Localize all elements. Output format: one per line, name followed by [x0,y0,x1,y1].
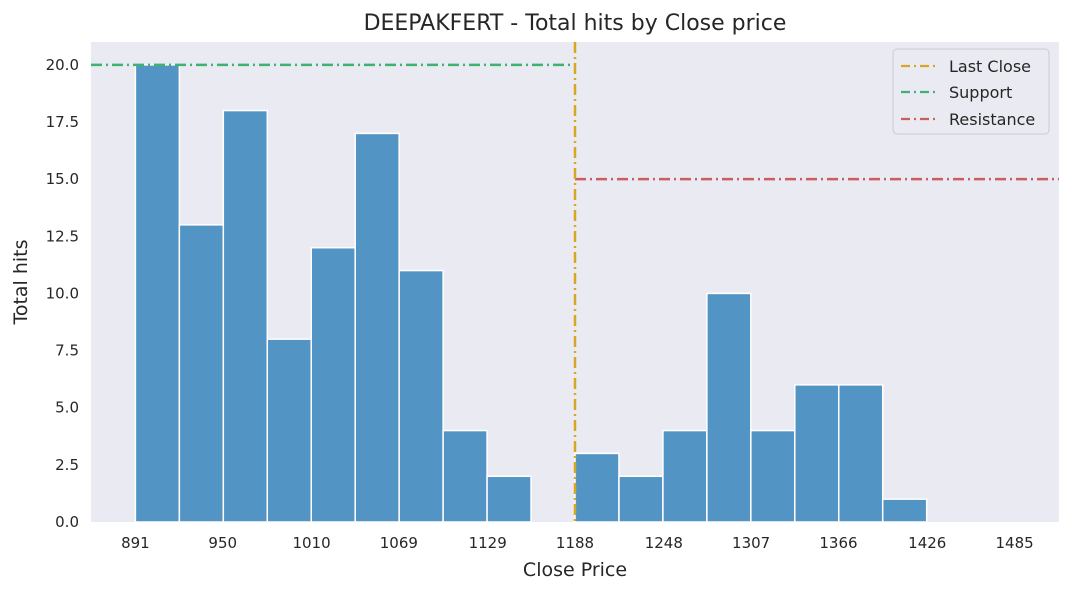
x-tick-label-6: 1248 [645,534,683,552]
legend-support-label: Support [949,83,1012,102]
x-tick-label-1: 950 [208,534,237,552]
x-tick-label-0: 891 [121,534,150,552]
x-tick-label-10: 1485 [996,534,1034,552]
y-tick-label-6: 15.0 [46,170,79,188]
y-tick-label-2: 5.0 [55,399,79,417]
histogram-bar-15 [794,384,840,523]
y-tick-labels: 0.0 2.5 5.0 7.5 10.0 12.5 15.0 17.5 20.0 [46,56,79,531]
histogram-bar-8 [486,475,532,523]
histogram-bar-6 [398,269,444,523]
x-tick-label-4: 1129 [469,534,507,552]
x-tick-label-9: 1426 [908,534,946,552]
histogram-bar-16 [838,384,884,523]
y-tick-label-3: 7.5 [55,342,79,360]
histogram-bar-0 [134,64,181,523]
histogram-bar-12 [662,429,708,523]
y-tick-label-5: 12.5 [46,227,79,245]
histogram-bar-13 [706,292,752,523]
x-tick-label-3: 1069 [380,534,418,552]
histogram-bar-11 [618,475,664,523]
y-tick-label-0: 0.0 [55,513,79,531]
histogram-bar-7 [442,429,488,523]
legend-resistance-label: Resistance [949,110,1035,129]
y-tick-label-4: 10.0 [46,284,79,302]
histogram-bar-17 [881,498,928,523]
histogram-bar-4 [310,246,356,523]
x-tick-label-2: 1010 [292,534,330,552]
histogram-bar-3 [266,338,312,523]
legend-last-close-label: Last Close [949,57,1031,76]
x-tick-label-8: 1366 [819,534,857,552]
bars-layer [134,64,928,523]
x-tick-labels: 891 950 1010 1069 1129 1188 1248 1307 1366 1426 14… [121,534,1034,552]
legend: Last Close Support Resistance [892,48,1050,135]
y-tick-label-7: 17.5 [46,113,79,131]
legend-box [892,48,1050,135]
x-tick-label-5: 1188 [556,534,594,552]
x-axis-label: Close Price [523,559,627,581]
y-axis-label: Total hits [10,239,32,325]
y-tick-label-8: 20.0 [46,56,79,74]
histogram-bar-2 [222,109,269,523]
chart-title: DEEPAKFERT - Total hits by Close price [364,11,787,36]
histogram-bar-5 [354,132,400,523]
histogram-bar-14 [750,429,796,523]
histogram-bar-1 [178,224,225,523]
histogram-bar-10 [574,452,620,523]
x-tick-label-7: 1307 [732,534,770,552]
y-tick-label-1: 2.5 [55,456,79,474]
reference-lines-layer [91,42,1059,522]
